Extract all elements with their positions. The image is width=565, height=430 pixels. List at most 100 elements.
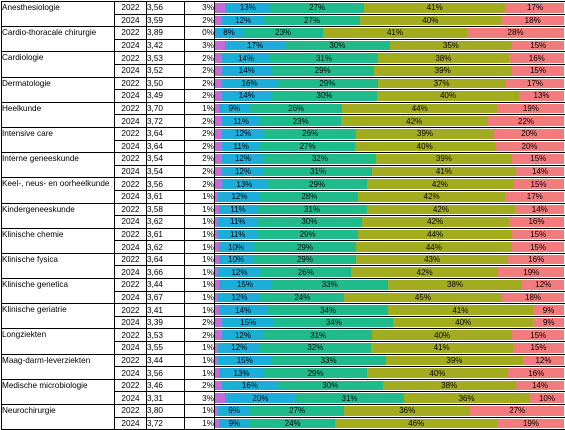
specialty-label: Medische microbiologie — [1, 378, 115, 406]
bar-segment-2: 12% — [222, 15, 265, 26]
data-label: 45% — [414, 292, 431, 302]
table-row: 2024 3,64 2% 11% 27% 40% 20% — [2, 139, 565, 154]
bar-segment-2: 13% — [218, 368, 265, 378]
data-label: 42% — [406, 116, 423, 126]
year-cell: 2024 — [114, 290, 147, 305]
bar-cell: 10% 29% 44% 15% — [214, 240, 565, 254]
specialty-label: Klinische genetica — [1, 278, 115, 305]
bar-segment-4: 40% — [354, 141, 495, 152]
data-label: 29% — [314, 66, 331, 76]
low-percent-label: 1% — [184, 278, 215, 292]
data-label: 9% — [542, 305, 555, 315]
data-label: 19% — [523, 267, 540, 277]
table-row: Neurochirurgie 2022 3,80 1% 9% 27% 36% 27% — [1, 403, 565, 430]
bar-segment-5: 19% — [497, 418, 565, 429]
data-label: 40% — [455, 318, 472, 328]
low-percent-label: 2% — [184, 89, 215, 103]
bar-segment-2: 16% — [221, 78, 278, 89]
bar-segment-2: 11% — [221, 116, 261, 126]
bar-segment-low — [215, 229, 219, 240]
data-label: 24% — [284, 418, 301, 428]
bar-segment-low — [215, 128, 223, 139]
stacked-bar: 11% 23% 42% 22% — [215, 116, 565, 126]
table-row: 2024 3,56 1% 13% 29% 40% 16% — [2, 366, 565, 380]
bar-segment-2: 16% — [221, 380, 278, 391]
data-label: 26% — [297, 267, 314, 277]
data-label: 11% — [229, 217, 246, 227]
data-label: 39% — [435, 154, 452, 164]
bar-segment-4: 41% — [363, 3, 506, 13]
bar-segment-5: 9% — [532, 305, 565, 315]
score-cell: 3,64 — [146, 126, 185, 141]
stacked-bar: 12% 24% 45% 18% — [215, 292, 565, 303]
data-label: 19% — [522, 418, 539, 428]
data-label: 15% — [530, 229, 547, 239]
data-label: 12% — [231, 192, 248, 202]
bar-segment-3: 24% — [260, 292, 345, 303]
data-label: 14% — [238, 91, 255, 101]
low-percent-label: 2% — [184, 328, 215, 343]
bar-segment-low — [215, 204, 219, 215]
data-label: 34% — [325, 318, 342, 328]
year-cell: 2024 — [114, 63, 147, 78]
bar-segment-low — [215, 78, 222, 89]
data-label: 30% — [316, 91, 333, 101]
data-label: 20% — [521, 129, 538, 139]
data-label: 14% — [238, 66, 255, 76]
bar-segment-3: 30% — [256, 217, 362, 227]
bar-segment-5: 17% — [505, 3, 565, 13]
data-label: 12% — [234, 167, 251, 177]
bar-segment-2: 12% — [218, 343, 260, 353]
data-label: 38% — [435, 53, 452, 63]
stacked-bar: 14% 29% 39% 15% — [215, 65, 565, 76]
data-label: 36% — [399, 406, 416, 416]
score-cell: 3,52 — [146, 63, 185, 78]
low-percent-label: 2% — [184, 378, 215, 393]
bar-segment-low — [215, 242, 219, 252]
bar-cell: 14% 31% 38% 16% — [214, 51, 565, 65]
data-label: 35% — [442, 41, 459, 51]
specialty-label: Klinische fysica — [1, 252, 115, 280]
score-cell: 3,55 — [146, 341, 185, 355]
bar-segment-3: 30% — [271, 91, 378, 101]
bar-segment-4: 40% — [366, 368, 508, 378]
bar-segment-3: 26% — [264, 128, 357, 139]
bar-segment-4: 41% — [387, 305, 533, 315]
bar-segment-low — [215, 305, 219, 315]
score-cell: 3,42 — [146, 38, 185, 53]
score-cell: 3,64 — [146, 139, 185, 154]
bar-segment-5: 22% — [487, 116, 565, 126]
score-cell: 3,67 — [146, 290, 185, 305]
data-label: 29% — [296, 242, 313, 252]
bar-segment-low — [215, 292, 219, 303]
bar-segment-low — [215, 330, 222, 341]
low-percent-label: 1% — [184, 265, 215, 280]
low-percent-label: 2% — [184, 76, 215, 91]
bar-segment-4: 42% — [367, 179, 513, 189]
specialty-label: Keel-, neus- en oorheelkunde — [1, 177, 115, 204]
table-row: Cardio-thoracale chirurgie 2022 3,89 0% 8% 23… — [1, 26, 565, 53]
table-row: Maag-darm-leverziekten 2022 3,44 1% 15% 33% 39… — [1, 353, 565, 380]
bar-segment-5: 18% — [500, 15, 565, 26]
bar-segment-3: 30% — [284, 40, 390, 51]
bar-cell: 12% 31% 41% 14% — [214, 164, 565, 179]
year-cell: 2022 — [114, 1, 147, 15]
bar-segment-3: 26% — [260, 267, 352, 278]
low-percent-label: 1% — [184, 189, 215, 204]
data-label: 42% — [432, 204, 449, 214]
bar-segment-5: 15% — [512, 40, 565, 51]
score-cell: 3,56 — [146, 366, 185, 380]
bar-segment-low — [215, 355, 219, 366]
bar-segment-4: 44% — [356, 242, 512, 252]
bar-segment-4: 38% — [382, 380, 516, 391]
table-row: Keel-, neus- en oorheelkunde 2022 3,56 2% 13… — [1, 177, 565, 204]
table-row: Heelkunde 2022 3,70 1% 9% 26% 44% 19% — [1, 101, 565, 128]
data-label: 31% — [310, 167, 327, 177]
bar-segment-5: 27% — [470, 406, 565, 416]
year-cell: 2024 — [114, 139, 147, 154]
bar-segment-2: 11% — [218, 229, 257, 240]
bar-segment-4: 38% — [387, 280, 523, 290]
stacked-bar: 14% 31% 38% 16% — [215, 53, 565, 63]
bar-segment-5: 10% — [529, 393, 565, 403]
data-label: 41% — [433, 343, 450, 353]
